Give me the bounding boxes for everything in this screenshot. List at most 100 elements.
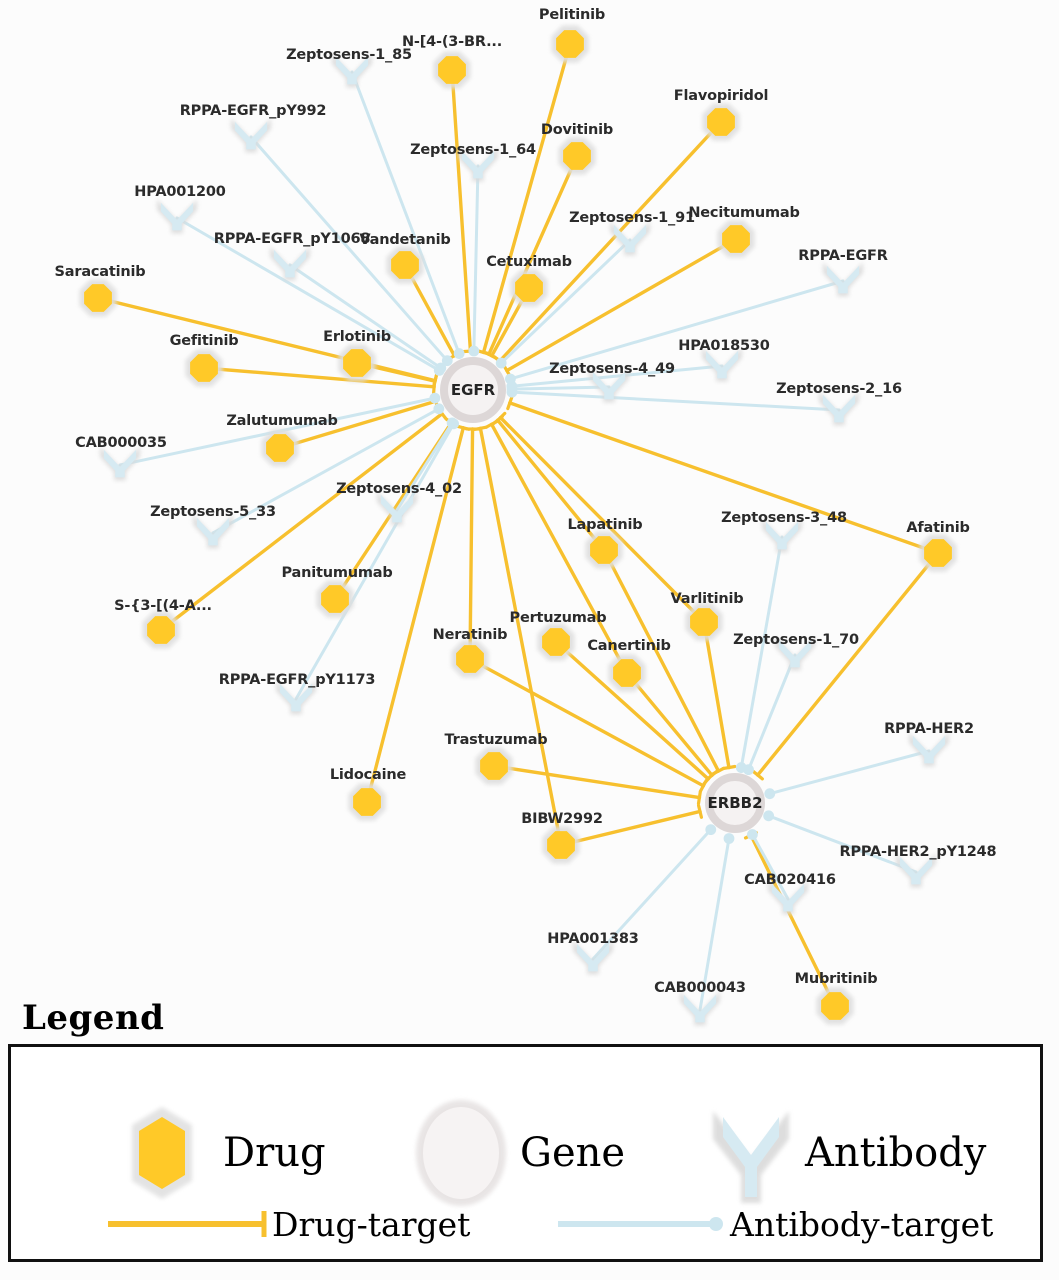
octagon-icon xyxy=(613,659,641,687)
drug-node[interactable] xyxy=(608,654,646,692)
drug-node[interactable] xyxy=(702,103,740,141)
antibody-node[interactable] xyxy=(156,199,198,234)
antibody-node[interactable] xyxy=(572,940,614,975)
antibody-node[interactable] xyxy=(818,391,860,426)
octagon-icon xyxy=(515,274,543,302)
chevron-icon xyxy=(713,1111,789,1203)
octagon-icon xyxy=(190,354,218,382)
chevron-icon xyxy=(461,150,495,179)
chevron-icon xyxy=(899,856,933,885)
octagon-icon xyxy=(132,1107,192,1199)
drug-node[interactable] xyxy=(685,603,723,641)
drug-node[interactable] xyxy=(537,623,575,661)
drug-node[interactable] xyxy=(185,349,223,387)
drug-node[interactable] xyxy=(585,531,623,569)
octagon-icon xyxy=(321,585,349,613)
antibody-target-line-icon xyxy=(558,1217,723,1231)
octagon-icon xyxy=(391,251,419,279)
drug-node[interactable] xyxy=(510,269,548,307)
octagon-icon xyxy=(480,752,508,780)
edges-layer xyxy=(96,42,940,1012)
chevron-icon xyxy=(279,683,313,712)
gene-node[interactable] xyxy=(440,357,506,423)
drug-target-edge xyxy=(497,120,723,364)
drug-node[interactable] xyxy=(551,25,589,63)
drug-target-edge xyxy=(278,399,438,450)
drug-node[interactable] xyxy=(816,987,854,1025)
chevron-icon xyxy=(912,735,946,764)
antibody-node[interactable] xyxy=(269,246,311,281)
drug-target-edge xyxy=(554,640,710,781)
antibody-node[interactable] xyxy=(331,53,373,88)
antibody-target-edge xyxy=(175,216,441,372)
octagon-icon xyxy=(343,349,371,377)
antibody-node[interactable] xyxy=(230,118,272,153)
octagon-icon xyxy=(563,142,591,170)
antibody-node[interactable] xyxy=(761,518,803,553)
octagon-icon xyxy=(722,225,750,253)
antibody-node[interactable] xyxy=(457,147,499,182)
drug-target-edge xyxy=(487,154,579,357)
antibody-node[interactable] xyxy=(701,347,743,382)
drug-target-edge xyxy=(505,237,738,373)
drug-target-edge xyxy=(365,426,465,804)
antibody-node[interactable] xyxy=(679,991,721,1026)
antibody-target-edge-dot xyxy=(743,764,754,776)
octagon-icon xyxy=(438,56,466,84)
antibody-target-edge xyxy=(211,407,441,535)
legend-edge-antibody-target: Antibody-target xyxy=(556,1207,993,1241)
octagon-icon xyxy=(266,434,294,462)
antibody-node[interactable] xyxy=(376,491,418,526)
antibody-node[interactable] xyxy=(908,732,950,767)
antibody-node[interactable] xyxy=(895,853,937,888)
octagon-icon xyxy=(542,628,570,656)
drug-target-edge-cap xyxy=(721,764,737,771)
drug-node[interactable] xyxy=(338,344,376,382)
antibody-node[interactable] xyxy=(99,446,141,481)
drug-node[interactable] xyxy=(79,279,117,317)
drug-node[interactable] xyxy=(717,220,755,258)
drug-target-edge xyxy=(749,833,837,1008)
drug-target-edge xyxy=(625,671,714,778)
antibody-node[interactable] xyxy=(192,514,234,549)
drug-node[interactable] xyxy=(316,580,354,618)
drug-target-edge xyxy=(496,418,606,552)
antibody-target-edge-dot xyxy=(705,824,717,836)
drug-node[interactable] xyxy=(475,747,513,785)
antibody-node[interactable] xyxy=(767,880,809,915)
antibody-node[interactable] xyxy=(822,262,864,297)
antibody-node[interactable] xyxy=(275,680,317,715)
antibody-node[interactable] xyxy=(609,221,651,256)
antibody-target-edge xyxy=(294,422,456,701)
antibody-node[interactable] xyxy=(588,368,630,403)
antibody-target-edge-dot xyxy=(429,392,441,404)
drug-node[interactable] xyxy=(348,783,386,821)
drug-node[interactable] xyxy=(558,137,596,175)
drug-target-edge xyxy=(702,620,731,770)
legend-title: Legend xyxy=(22,998,165,1038)
legend-label-gene: Gene xyxy=(520,1130,626,1176)
antibody-target-edge-dot xyxy=(448,418,460,430)
chevron-icon xyxy=(335,56,369,85)
antibody-target-edge-dot xyxy=(453,348,465,359)
drug-node[interactable] xyxy=(451,640,489,678)
legend-node-gene: Gene xyxy=(406,1093,625,1213)
antibody-target-edge xyxy=(510,385,611,391)
drug-target-edge-cap xyxy=(484,351,499,361)
gene-node[interactable] xyxy=(705,773,765,833)
octagon-icon xyxy=(707,108,735,136)
chevron-icon xyxy=(103,449,137,478)
drug-target-line-icon xyxy=(108,1211,267,1237)
drug-target-edge xyxy=(450,68,473,353)
octagon-icon xyxy=(690,608,718,636)
drug-node[interactable] xyxy=(542,826,580,864)
drug-node[interactable] xyxy=(433,51,471,89)
drug-node[interactable] xyxy=(142,611,180,649)
antibody-target-edge-dot xyxy=(433,403,445,415)
drug-node[interactable] xyxy=(261,429,299,467)
drug-node[interactable] xyxy=(919,534,957,572)
antibody-node[interactable] xyxy=(774,636,816,671)
antibody-target-edge xyxy=(499,238,632,365)
drug-node[interactable] xyxy=(386,246,424,284)
antibody-target-edge xyxy=(510,390,841,412)
